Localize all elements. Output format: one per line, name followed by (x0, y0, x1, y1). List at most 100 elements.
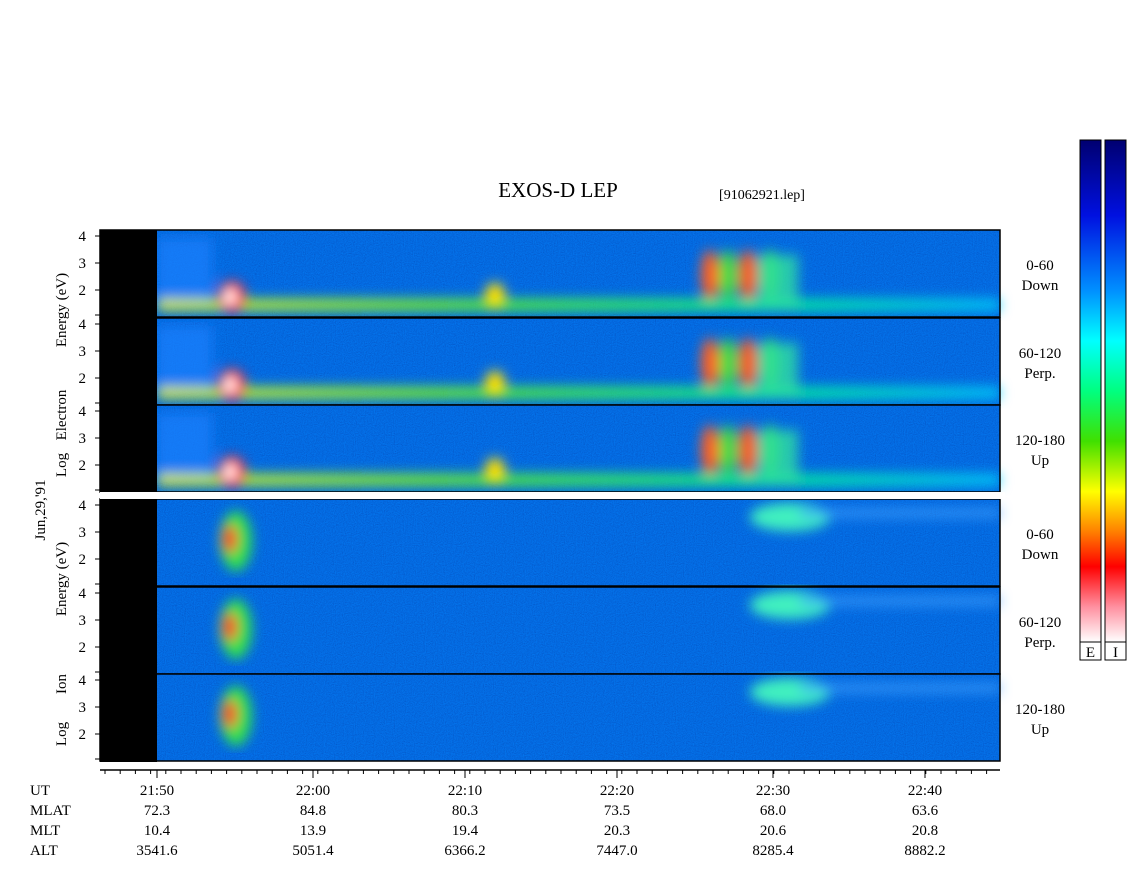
row-value: 10.4 (144, 823, 171, 839)
panel-name: 60-120 (1019, 346, 1062, 362)
precipitation (739, 338, 757, 388)
y-tick-label: 4 (79, 317, 87, 333)
ion-band (800, 684, 1000, 692)
y-tick-label: 3 (79, 344, 87, 360)
y-tick-label: 2 (79, 458, 87, 474)
precipitation (739, 250, 757, 300)
row-value: 8882.2 (904, 843, 945, 859)
row-value: 21:50 (140, 783, 174, 799)
y-tick-label: 4 (79, 673, 87, 689)
low-energy-band (157, 387, 1000, 399)
y-tick-label: 4 (79, 404, 87, 420)
colorbar (1104, 139, 1127, 643)
date-label: Jun,29,'91 (33, 479, 49, 540)
panel-name: 60-120 (1019, 615, 1062, 631)
precipitation (485, 371, 505, 395)
panel-direction: Up (1031, 722, 1049, 738)
precipitation (701, 338, 719, 388)
panel-direction: Down (1022, 547, 1059, 563)
panel-name: 120-180 (1015, 702, 1065, 718)
row-value: 22:00 (296, 783, 330, 799)
y-tick-label: 3 (79, 256, 87, 272)
precipitation-region (758, 430, 798, 485)
axis-label: Energy (eV) (54, 542, 70, 616)
row-value: 3541.6 (136, 843, 178, 859)
row-value: 73.5 (604, 803, 630, 819)
axis-label: Ion (54, 674, 70, 694)
row-value: 63.6 (912, 803, 939, 819)
y-tick-label: 4 (79, 586, 87, 602)
row-value: 8285.4 (752, 843, 794, 859)
panel-features (157, 326, 1000, 401)
precipitation (719, 338, 737, 388)
row-value: 84.8 (300, 803, 326, 819)
time-axis: UT 21:50 22:00 22:10 22:20 22:30 22:40 MLAT 72.3… (30, 769, 1000, 859)
panel-direction: Down (1022, 278, 1059, 294)
ion-band (800, 509, 1000, 517)
panel-features (220, 678, 1000, 746)
precipitation (485, 283, 505, 307)
colorbar-label-box (1104, 641, 1127, 661)
panel-name: 120-180 (1015, 433, 1065, 449)
row-value: 20.3 (604, 823, 630, 839)
row-value: 72.3 (144, 803, 170, 819)
early-region (157, 413, 212, 473)
row-value: 22:40 (908, 783, 942, 799)
low-energy-band (157, 474, 1000, 486)
colorbar (1079, 139, 1102, 643)
separator (100, 492, 1005, 499)
title: EXOS-D LEP (498, 178, 618, 202)
panel-name: 0-60 (1026, 258, 1054, 274)
burst-core (224, 377, 236, 393)
burst-core (224, 289, 236, 305)
row-value: 5051.4 (292, 843, 334, 859)
y-tick-label: 2 (79, 727, 87, 743)
row-name: MLAT (30, 803, 71, 819)
row-value: 19.4 (452, 823, 479, 839)
y-tick-label: 3 (79, 613, 87, 629)
y-tick-label: 3 (79, 700, 87, 716)
early-region (157, 326, 212, 386)
axis-label: Electron (54, 389, 70, 440)
y-tick-label: 2 (79, 371, 87, 387)
axis-label: Energy (eV) (54, 273, 70, 347)
burst-core (224, 464, 236, 480)
precipitation (739, 425, 757, 475)
panel-direction: Perp. (1024, 366, 1055, 382)
ion-burst-core (223, 613, 237, 641)
axis-label: Log (54, 452, 70, 477)
precipitation-region (758, 343, 798, 398)
y-tick-label: 2 (79, 552, 87, 568)
row-value: 20.6 (760, 823, 787, 839)
panel-direction: Up (1031, 453, 1049, 469)
row-value: 68.0 (760, 803, 786, 819)
panel-features (220, 591, 1000, 659)
panel-features (220, 503, 1000, 571)
colorbar-label: E (1086, 645, 1095, 661)
axis-label: Log (54, 721, 70, 746)
y-tick-label: 3 (79, 525, 87, 541)
row-value: 13.9 (300, 823, 326, 839)
y-tick-label: 4 (79, 498, 87, 514)
y-tick-label: 4 (79, 229, 87, 245)
row-value: 7447.0 (596, 843, 637, 859)
precipitation (701, 425, 719, 475)
colorbar-label: I (1113, 645, 1118, 661)
row-value: 80.3 (452, 803, 478, 819)
panel-direction: Perp. (1024, 635, 1055, 651)
row-name: UT (30, 783, 50, 799)
row-value: 20.8 (912, 823, 938, 839)
row-value: 22:10 (448, 783, 482, 799)
early-region (157, 238, 212, 298)
panel-features (157, 413, 1000, 488)
row-value: 6366.2 (444, 843, 485, 859)
precipitation-region (758, 255, 798, 310)
row-name: MLT (30, 823, 60, 839)
ion-band (800, 597, 1000, 605)
precipitation (719, 250, 737, 300)
row-value: 22:30 (756, 783, 790, 799)
ion-burst-core (223, 525, 237, 553)
